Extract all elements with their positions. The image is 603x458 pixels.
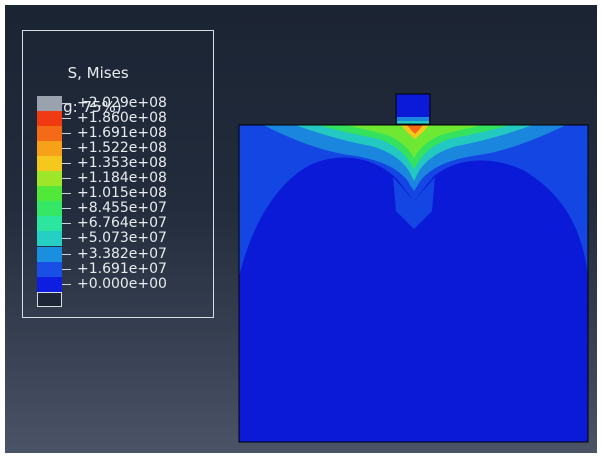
legend-label: +1.691e+07 [77,260,167,277]
legend-tick [62,223,71,225]
contour-plot-viewport[interactable]: S, Mises (Avg: 75%) +2.029e+08 +1.860e+08… [5,5,597,453]
legend-label: +2.029e+08 [77,95,167,111]
legend-label: +1.522e+08 [77,140,167,157]
legend-tick [62,253,71,255]
legend-tick [62,148,71,150]
legend-swatch [37,276,62,292]
legend-label: +1.691e+08 [77,125,167,142]
legend-tick [62,118,71,120]
legend-tick [62,268,71,270]
legend-title-variable: S, Mises [67,64,129,82]
legend-swatch [37,216,62,232]
legend-label: +1.015e+08 [77,185,167,202]
legend-swatch [37,186,62,202]
fea-model[interactable] [5,5,597,453]
base-block [238,124,589,443]
legend-swatch [37,141,62,157]
legend-tick [62,163,71,165]
legend-tick [62,133,71,135]
legend-swatch [37,96,62,111]
legend-label: +1.353e+08 [77,155,167,172]
legend-tick [62,103,71,104]
legend-swatch [37,126,62,142]
legend-swatch [37,156,62,172]
legend-label: +1.184e+08 [77,170,167,187]
legend-tick [62,178,71,180]
legend-tick [62,193,71,195]
legend-swatch [37,231,62,247]
legend-tick [62,208,71,210]
legend-label: +8.455e+07 [77,200,167,217]
legend-swatch [37,201,62,217]
legend-label: +6.764e+07 [77,215,167,232]
legend-label: +1.860e+08 [77,110,167,127]
punch-block [395,93,431,126]
legend-swatch [37,111,62,127]
legend-label: +3.382e+07 [77,245,167,262]
legend-swatch [37,261,62,277]
legend-tick [62,238,71,240]
legend-swatch [37,246,62,262]
legend-swatch [37,171,62,187]
legend-label: +5.073e+07 [77,230,167,247]
stress-legend: S, Mises (Avg: 75%) +2.029e+08 +1.860e+08… [22,30,214,318]
legend-tick [62,283,71,285]
legend-label: +0.000e+00 [77,275,167,292]
legend-swatch-bottom [37,291,62,307]
